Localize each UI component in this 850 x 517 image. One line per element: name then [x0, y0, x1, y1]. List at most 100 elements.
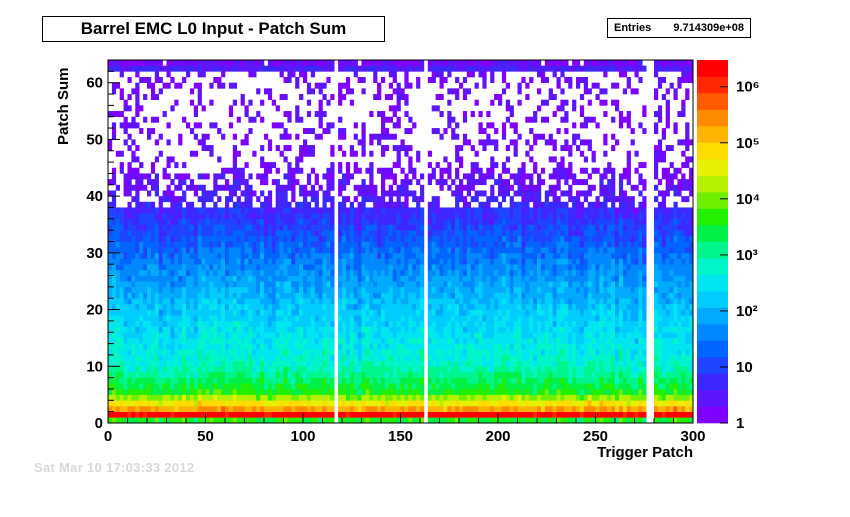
heatmap-cell [357, 264, 362, 271]
heatmap-cell [119, 162, 124, 169]
heatmap-cell [283, 281, 288, 288]
heatmap-cell [357, 207, 362, 214]
heatmap-cell [494, 394, 499, 401]
heatmap-cell [369, 111, 374, 118]
heatmap-cell [501, 286, 507, 293]
heatmap-cell [396, 156, 401, 163]
heatmap-cell [314, 326, 319, 333]
heatmap-cell [170, 264, 175, 271]
heatmap-cell [404, 252, 409, 259]
heatmap-cell [135, 145, 140, 152]
heatmap-cell [240, 360, 245, 367]
heatmap-cell [178, 286, 183, 293]
heatmap-cell [127, 298, 132, 305]
heatmap-cell [256, 207, 261, 214]
heatmap-cell [108, 65, 113, 72]
heatmap-cell [345, 264, 351, 271]
heatmap-cell [478, 230, 483, 237]
heatmap-cell [505, 320, 510, 327]
heatmap-cell [127, 360, 132, 367]
heatmap-cell [174, 309, 179, 316]
heatmap-cell [150, 326, 156, 333]
heatmap-cell [443, 218, 448, 225]
heatmap-cell [221, 207, 226, 214]
heatmap-cell [225, 275, 230, 282]
heatmap-cell [127, 162, 132, 169]
heatmap-cell [381, 281, 386, 288]
heatmap-cell [213, 241, 218, 248]
heatmap-cell [322, 82, 327, 89]
heatmap-cell [240, 405, 245, 412]
heatmap-cell [221, 315, 226, 322]
heatmap-cell [252, 275, 257, 282]
heatmap-cell [271, 275, 276, 282]
heatmap-cell [248, 337, 253, 344]
heatmap-cell [295, 360, 300, 367]
heatmap-cell [162, 360, 167, 367]
heatmap-cell [147, 417, 152, 424]
heatmap-cell [392, 230, 397, 237]
heatmap-cell [322, 354, 327, 361]
heatmap-cell [427, 264, 432, 271]
heatmap-cell [400, 417, 405, 424]
heatmap-cell [412, 343, 417, 350]
heatmap-cell [490, 264, 495, 271]
heatmap-cell [166, 258, 171, 265]
heatmap-cell [275, 201, 280, 208]
heatmap-cell [482, 82, 487, 89]
heatmap-cell [447, 332, 452, 339]
heatmap-cell [256, 417, 261, 424]
heatmap-cell [131, 224, 136, 231]
heatmap-cell [416, 417, 421, 424]
heatmap-cell [435, 224, 440, 231]
heatmap-cell [154, 139, 159, 146]
heatmap-cell [123, 315, 128, 322]
heatmap-cell [404, 111, 409, 118]
heatmap-cell [381, 411, 386, 418]
heatmap-cell [228, 383, 234, 390]
heatmap-cell [474, 252, 479, 259]
heatmap-cell [108, 417, 113, 424]
heatmap-cell [225, 343, 230, 350]
heatmap-cell [271, 354, 276, 361]
heatmap-cell [225, 417, 230, 424]
heatmap-cell [404, 303, 409, 310]
heatmap-cell [322, 111, 327, 118]
heatmap-cell [501, 303, 507, 310]
heatmap-cell [213, 60, 218, 66]
heatmap-cell [478, 377, 483, 384]
heatmap-cell [232, 411, 237, 418]
heatmap-cell [264, 264, 269, 271]
heatmap-cell [361, 332, 366, 339]
heatmap-cell [291, 213, 296, 220]
heatmap-cell [166, 349, 171, 356]
heatmap-cell [318, 320, 323, 327]
heatmap-cell [256, 383, 261, 390]
heatmap-cell [490, 298, 495, 305]
heatmap-cell [115, 388, 120, 395]
heatmap-cell [306, 281, 312, 288]
heatmap-cell [427, 371, 432, 378]
heatmap-cell [217, 394, 222, 401]
heatmap-cell [326, 269, 331, 276]
heatmap-cell [201, 281, 206, 288]
heatmap-cell [357, 349, 362, 356]
heatmap-cell [338, 366, 343, 373]
heatmap-cell [174, 269, 179, 276]
heatmap-cell [381, 326, 386, 333]
heatmap-cell [287, 201, 292, 208]
heatmap-cell [264, 405, 269, 412]
heatmap-cell [326, 411, 331, 418]
heatmap-cell [353, 411, 358, 418]
heatmap-cell [174, 247, 179, 254]
heatmap-cell [213, 224, 218, 231]
heatmap-cell [143, 224, 148, 231]
heatmap-cell [498, 303, 503, 310]
heatmap-cell [427, 77, 432, 83]
heatmap-cell [513, 354, 518, 361]
heatmap-cell [162, 224, 167, 231]
heatmap-cell [252, 264, 257, 271]
heatmap-cell [314, 354, 319, 361]
heatmap-cell [139, 281, 144, 288]
heatmap-cell [158, 235, 163, 242]
